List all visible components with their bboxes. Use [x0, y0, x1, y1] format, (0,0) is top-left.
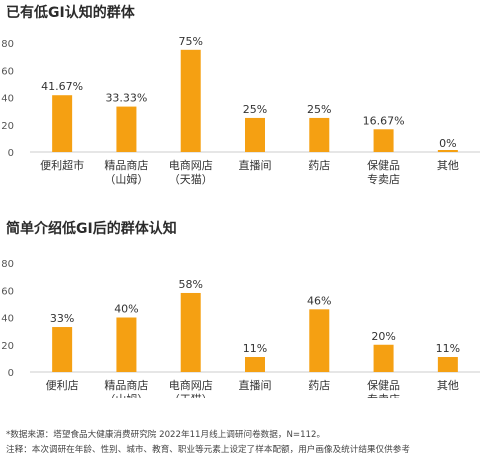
chart-2-category-label-6: 其他 — [437, 379, 459, 392]
methodology-note: 注释：本次调研在年龄、性别、城市、教育、职业等元素上设定了样本配额，用户画像及统… — [6, 445, 410, 455]
chart-2-ytick-2: 40 — [1, 314, 14, 325]
chart-1-category-label-2: 电商网店（天猫） — [169, 158, 213, 186]
chart-2-bar-0 — [52, 327, 73, 372]
chart-2-bar-3 — [245, 357, 265, 372]
data-source-note: *数据来源：塔望食品大健康消费研究院 2022年11月线上调研问卷数据，N=11… — [6, 430, 326, 440]
chart-1-category-label-1: 精品商店（山姆） — [104, 158, 148, 186]
chart-2-ytick-0: 0 — [8, 368, 14, 379]
chart-1-ytick-0: 0 — [8, 148, 14, 159]
chart-2-value-label-3: 11% — [243, 342, 267, 355]
chart-2-title: 简单介绍低GI后的群体认知 — [6, 221, 177, 237]
chart-1-value-label-1: 33.33% — [105, 92, 147, 105]
chart-2-value-label-1: 40% — [114, 303, 138, 316]
chart-2-bar-5 — [373, 344, 394, 372]
chart-1-category-label-0: 便利超市 — [40, 158, 84, 172]
chart-2-category-label-2: 电商网店（天猫） — [169, 378, 213, 398]
chart-2-bar-4 — [309, 309, 330, 372]
chart-2-value-label-2: 58% — [178, 278, 202, 291]
chart-1-value-label-2: 75% — [178, 35, 202, 48]
chart-2-value-label-6: 11% — [436, 342, 460, 355]
chart-1-ytick-2: 40 — [1, 94, 14, 105]
chart-2-category-label-3: 直播间 — [239, 378, 272, 392]
chart-2-category-label-5: 保健品专卖店 — [367, 378, 400, 398]
chart-2-category-label-0: 便利店 — [46, 378, 79, 392]
chart-2-value-label-5: 20% — [371, 330, 395, 343]
chart-1-bar-6-zero-marker — [437, 150, 458, 152]
chart-2-category-label-4: 药店 — [308, 378, 330, 392]
chart-1-bar-2 — [180, 49, 201, 152]
chart-2-value-label-4: 46% — [307, 294, 331, 307]
chart-1-category-label-4: 药店 — [308, 158, 330, 172]
chart-1-value-label-6: 0% — [439, 137, 456, 150]
chart-1-value-label-3: 25% — [243, 103, 267, 116]
chart-1-value-label-4: 25% — [307, 103, 331, 116]
chart-1-bar-3 — [245, 117, 265, 152]
chart-1-title: 已有低GI认知的群体 — [6, 5, 135, 21]
chart-2-ytick-3: 60 — [1, 286, 14, 297]
chart-1-value-label-5: 16.67% — [363, 114, 405, 127]
chart-1-category-label-3: 直播间 — [239, 158, 272, 172]
chart-2-category-label-1: 精品商店（山姆） — [104, 378, 148, 398]
chart-1-aware-before: 0 20 40 60 80 41.67% 便利超市 33.33% 精品商店（山姆） 75% 电商网店… — [1, 35, 480, 186]
chart-1-ytick-3: 60 — [1, 66, 14, 77]
chart-2-ytick-1: 20 — [1, 341, 14, 352]
chart-1-bar-4 — [309, 117, 330, 152]
chart-1-category-label-5: 保健品专卖店 — [367, 158, 400, 186]
chart-2-value-label-0: 33% — [50, 312, 74, 325]
chart-1-value-label-0: 41.67% — [41, 80, 83, 93]
chart-2-bar-1 — [116, 317, 137, 372]
chart-1-category-label-6: 其他 — [437, 159, 459, 172]
chart-2-aware-after: 0 20 40 60 80 33% 便利店 40% 精品商店（山姆） 58% 电商网店（天猫） 11%… — [1, 259, 480, 398]
chart-2-bar-6 — [437, 357, 458, 372]
chart-1-bar-0 — [52, 95, 73, 152]
chart-2-bar-2 — [180, 292, 201, 372]
chart-1-bar-1 — [116, 106, 137, 152]
chart-1-ytick-1: 20 — [1, 121, 14, 132]
chart-1-ytick-4: 80 — [1, 39, 14, 50]
chart-1-bar-5 — [373, 129, 394, 152]
chart-2-ytick-4: 80 — [1, 259, 14, 270]
